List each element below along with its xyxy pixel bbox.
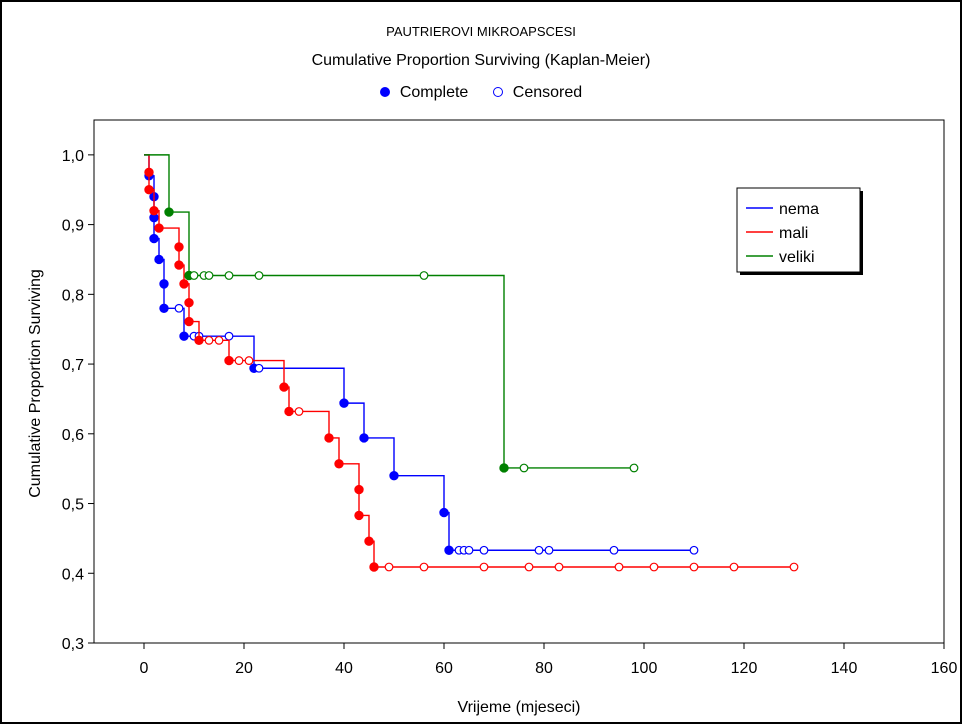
mali-complete-point [184, 316, 194, 327]
x-tick-label: 120 [731, 660, 758, 677]
y-tick-label: 0,6 [62, 427, 84, 444]
veliki-censored-point [254, 271, 264, 280]
mali-censored-point [729, 562, 739, 572]
mali-censored-point [789, 562, 799, 572]
x-tick-label: 20 [235, 660, 253, 677]
chart-subtitle: PAUTRIEROVI MIKROAPSCESI [386, 24, 576, 39]
veliki-censored-point [419, 271, 429, 280]
veliki-censored-point [224, 271, 234, 280]
mali-complete-point [334, 459, 344, 469]
nema-complete-point [159, 279, 169, 289]
y-axis-label: Cumulative Proportion Surviving [27, 269, 44, 498]
nema-complete-point [389, 470, 399, 481]
mali-complete-point [154, 223, 164, 233]
nema-complete-point [159, 303, 169, 313]
mali-censored-point [244, 356, 254, 365]
nema-censored-point [254, 363, 264, 373]
x-tick-label: 0 [140, 660, 149, 677]
nema-complete-point [439, 507, 449, 518]
censored-label: Censored [512, 84, 583, 101]
nema-censored-point [464, 545, 474, 555]
y-tick-label: 0,4 [62, 566, 84, 583]
mali-complete-point [354, 510, 364, 521]
nema-survival-line [144, 154, 694, 551]
y-tick-label: 1,0 [62, 148, 84, 165]
veliki-legend-label: veliki [779, 249, 815, 266]
nema-complete-point [154, 254, 164, 265]
x-tick-label: 160 [931, 660, 958, 677]
nema-censored-point [609, 545, 619, 555]
x-tick-label: 80 [535, 660, 553, 677]
nema-censored-point [479, 545, 489, 555]
nema-complete-point [149, 233, 159, 244]
mali-complete-point [369, 562, 379, 572]
y-tick-label: 0,8 [62, 287, 84, 304]
mali-complete-point [284, 406, 294, 417]
x-tick-label: 60 [435, 660, 453, 677]
mali-complete-point [174, 242, 184, 252]
complete-legend-item: Complete [379, 84, 469, 101]
mali-complete-point [179, 279, 189, 289]
mali-censored-point [649, 562, 659, 572]
mali-censored-point [524, 562, 534, 572]
filled-dot-icon [379, 86, 390, 97]
nema-censored-point [689, 545, 699, 555]
y-tick-label: 0,9 [62, 218, 84, 235]
mali-legend-label: mali [779, 225, 808, 242]
chart-title: Cumulative Proportion Surviving (Kaplan-… [311, 52, 651, 69]
mali-complete-point [174, 260, 184, 270]
nema-complete-point [359, 433, 369, 443]
open-dot-icon [492, 86, 503, 97]
marker-legend: Complete Censored [0, 84, 962, 102]
mali-censored-point [214, 335, 224, 345]
nema-censored-point [174, 303, 184, 313]
nema-legend-label: nema [779, 201, 819, 218]
mali-censored-point [384, 562, 394, 572]
mali-complete-point [149, 205, 159, 216]
mali-complete-point [144, 185, 154, 195]
x-axis-label: Vrijeme (mjeseci) [458, 699, 581, 716]
mali-censored-point [554, 562, 564, 572]
complete-label: Complete [399, 84, 469, 101]
y-tick-label: 0,5 [62, 497, 84, 514]
nema-complete-point [339, 398, 349, 408]
mali-complete-point [324, 433, 334, 443]
veliki-censored-point [629, 463, 639, 473]
nema-complete-point [444, 545, 454, 555]
nema-censored-point [534, 545, 544, 555]
veliki-complete-point [164, 207, 174, 217]
nema-censored-point [544, 545, 554, 555]
veliki-censored-point [189, 271, 199, 280]
mali-complete-point [144, 167, 154, 178]
x-tick-label: 140 [831, 660, 858, 677]
mali-censored-point [689, 562, 699, 572]
series-legend [736, 187, 861, 273]
mali-censored-point [294, 407, 304, 416]
nema-complete-point [179, 331, 189, 341]
veliki-complete-point [499, 463, 509, 473]
mali-complete-point [279, 382, 289, 392]
plot-area [93, 119, 945, 644]
mali-censored-point [204, 335, 214, 345]
mali-complete-point [364, 536, 374, 546]
mali-complete-point [184, 298, 194, 308]
mali-complete-point [354, 484, 364, 495]
y-tick-label: 0,3 [62, 636, 84, 653]
mali-complete-point [194, 335, 204, 346]
censored-legend-item: Censored [492, 84, 583, 101]
mali-censored-point [419, 562, 429, 572]
veliki-survival-line [144, 154, 634, 469]
y-tick-label: 0,7 [62, 357, 84, 374]
x-tick-label: 40 [335, 660, 353, 677]
nema-censored-point [224, 331, 234, 341]
mali-censored-point [234, 356, 244, 365]
veliki-censored-point [204, 271, 214, 280]
veliki-censored-point [519, 463, 529, 473]
mali-censored-point [614, 562, 624, 572]
mali-complete-point [224, 355, 234, 366]
mali-censored-point [479, 562, 489, 572]
x-tick-label: 100 [631, 660, 658, 677]
